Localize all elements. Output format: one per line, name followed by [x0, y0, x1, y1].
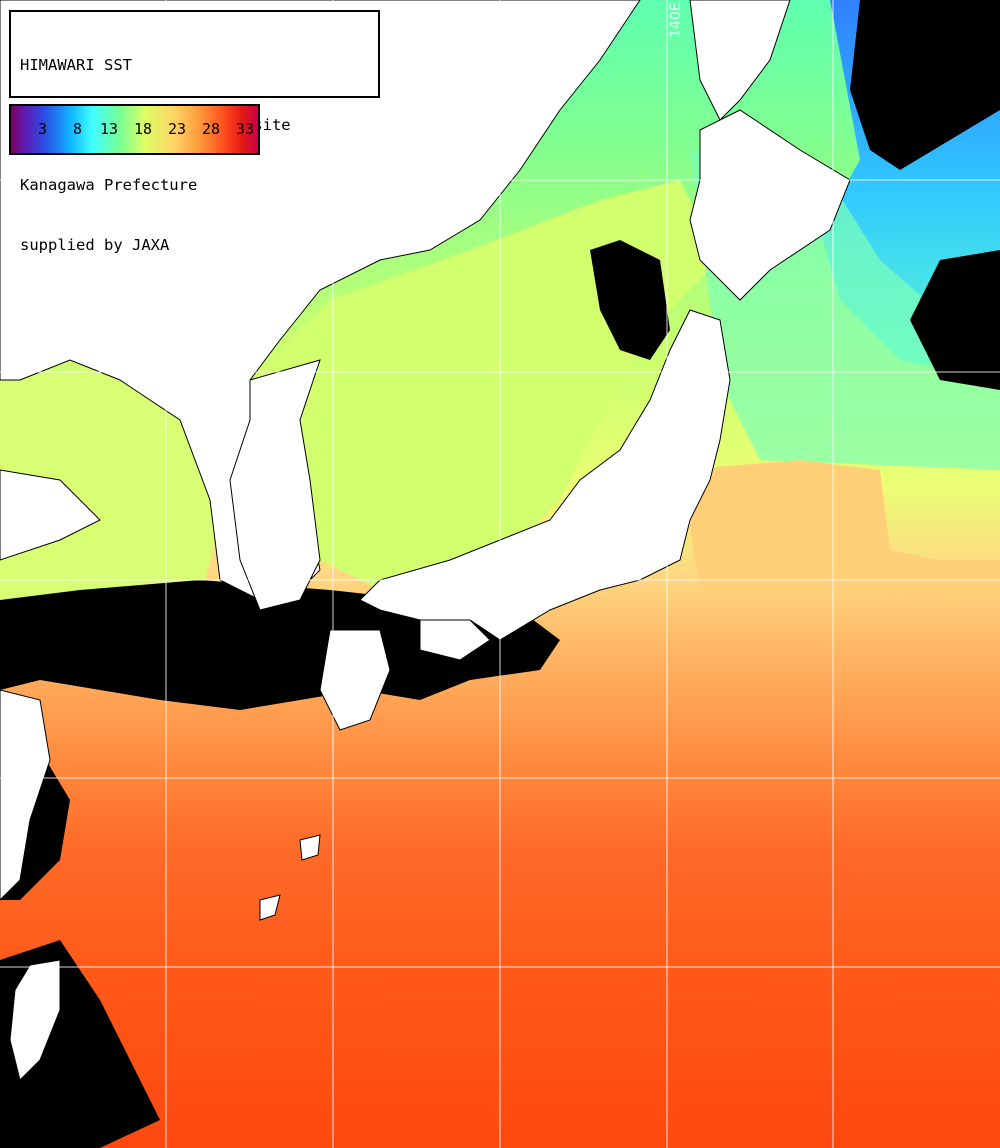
- map-info-box: HIMAWARI SST 2025/06/12(UTC) Day Composi…: [9, 10, 380, 254]
- china-coast: [0, 689, 51, 901]
- temperature-color-scale: 3 8 13 18 23 28 33: [9, 104, 260, 155]
- scale-tick: 13: [100, 120, 119, 138]
- korean-peninsula: [229, 359, 321, 611]
- scale-tick: 28: [202, 120, 221, 138]
- data-credit: supplied by JAXA: [20, 236, 170, 254]
- longitude-label: 140E: [668, 2, 684, 38]
- okinawa: [299, 834, 321, 861]
- kyushu: [319, 629, 391, 731]
- warm-tongue: [680, 460, 1000, 600]
- shandong-coast: [0, 469, 101, 561]
- hokkaido: [689, 109, 851, 301]
- scale-tick: 33: [236, 120, 255, 138]
- latitude-label: 40N: [14, 354, 43, 370]
- scale-tick: 8: [73, 120, 83, 138]
- product-organization: Kanagawa Prefecture: [20, 176, 198, 194]
- scale-tick: 18: [134, 120, 153, 138]
- scale-tick: 23: [168, 120, 187, 138]
- sakhalin: [689, 0, 791, 121]
- product-title: HIMAWARI SST: [20, 56, 132, 74]
- scale-tick: 3: [38, 120, 48, 138]
- shikoku: [419, 619, 491, 661]
- taiwan: [9, 959, 61, 1081]
- ryukyu: [259, 894, 281, 921]
